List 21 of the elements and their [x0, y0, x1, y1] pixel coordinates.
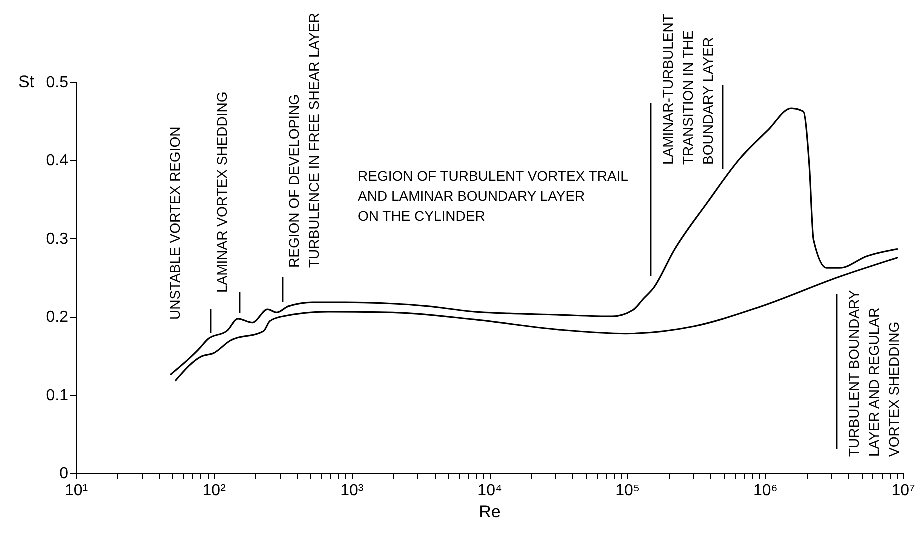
annotation: LAMINAR VORTEX SHEDDING: [214, 92, 230, 293]
y-tick-label: 0.4: [46, 152, 69, 170]
annotation: REGION OF DEVELOPING TURBULENCE IN FREE SHEAR LAYER: [286, 13, 322, 268]
x-tick-label: 10⁶: [753, 482, 778, 500]
x-tick-label: 10⁷: [892, 482, 916, 500]
x-tick-label: 10³: [340, 482, 364, 500]
y-tick-label: 0.5: [46, 74, 69, 92]
x-tick-label: 10¹: [64, 482, 88, 500]
annotation: UNSTABLE VORTEX REGION: [167, 126, 183, 320]
annotation: TURBULENT BOUNDARY LAYER AND REGULAR VORTEX SHEDDING: [846, 290, 902, 457]
x-tick-label: 10⁵: [616, 482, 640, 500]
y-tick-label: 0.3: [46, 230, 69, 248]
annotation: LAMINAR-TURBULENT TRANSITION IN THE BOUNDARY LAYER: [660, 14, 716, 165]
y-tick-label: 0.2: [46, 309, 69, 326]
x-tick-label: 10²: [202, 482, 227, 500]
x-axis-title: Re: [479, 502, 501, 522]
annotation: REGION OF TURBULENT VORTEX TRAIL AND LAMINAR BOUNDARY LAYER ON THE CYLINDER: [358, 168, 629, 224]
y-axis-title: St: [18, 72, 35, 92]
x-tick-label: 10⁴: [478, 482, 502, 500]
y-tick-label: 0: [60, 466, 69, 482]
y-tick-label: 0.1: [46, 387, 69, 404]
